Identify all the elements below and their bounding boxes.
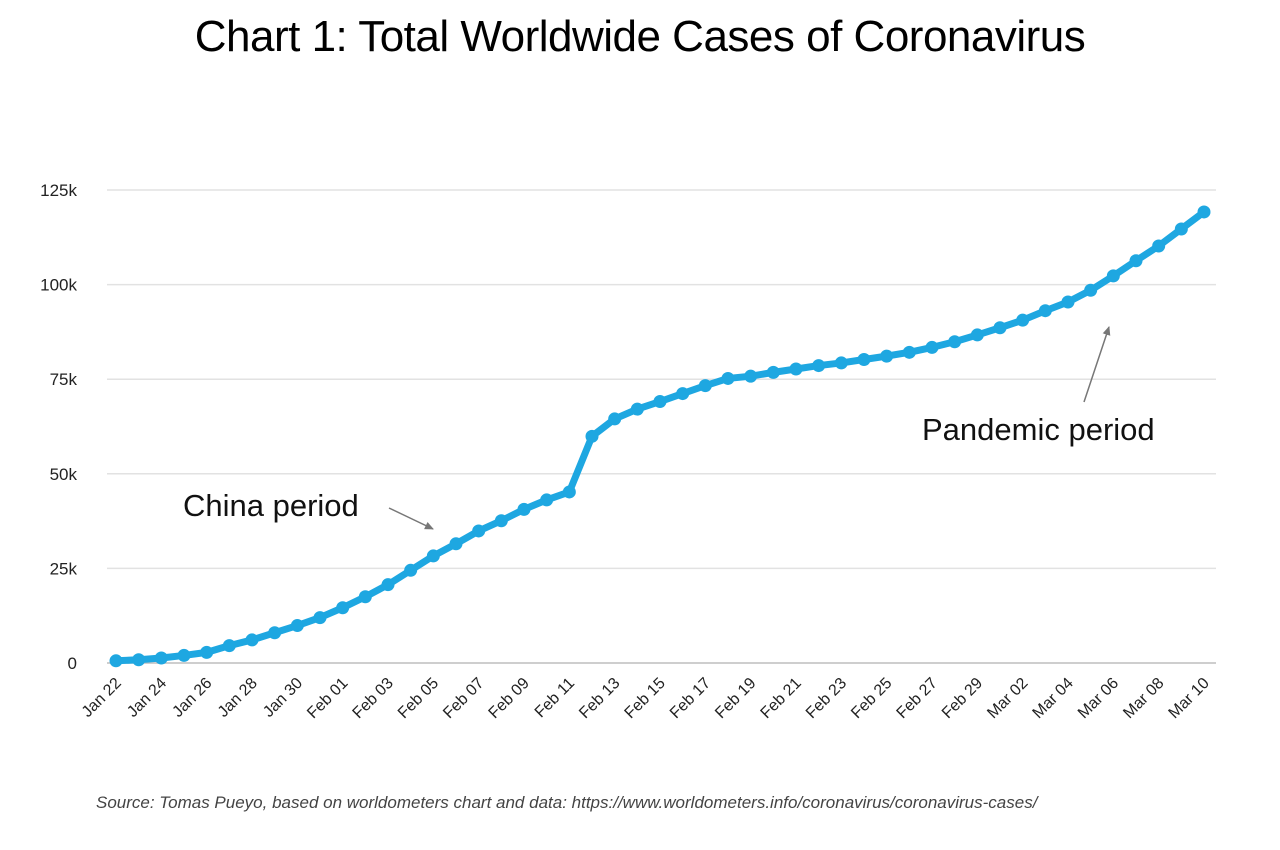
x-tick-label: Feb 05 [395, 675, 442, 722]
x-tick-label: Feb 15 [622, 675, 669, 722]
data-point [268, 626, 282, 640]
x-tick-label: Mar 10 [1166, 675, 1213, 722]
data-point [857, 353, 871, 367]
y-tick-label: 0 [68, 654, 77, 673]
data-point [585, 429, 599, 443]
data-point [494, 514, 508, 528]
x-tick-label: Jan 28 [215, 675, 261, 721]
x-tick-label: Jan 30 [260, 675, 306, 721]
data-point [404, 563, 418, 577]
x-tick-label: Feb 13 [576, 675, 623, 722]
y-tick-label: 25k [50, 559, 78, 578]
data-point [1152, 239, 1166, 253]
y-tick-label: 50k [50, 465, 78, 484]
data-point [109, 654, 123, 668]
annotation-pandemic-period: Pandemic period [922, 412, 1155, 447]
data-point [1038, 304, 1052, 318]
data-point [925, 340, 939, 354]
gridlines [107, 189, 1216, 664]
data-point [744, 369, 758, 383]
data-point [948, 335, 962, 349]
data-point [1129, 254, 1143, 268]
data-point [1016, 313, 1030, 327]
series-cases [109, 205, 1211, 668]
x-tick-label: Mar 04 [1030, 675, 1077, 722]
x-tick-label: Feb 23 [803, 675, 850, 722]
data-point [766, 365, 780, 379]
x-tick-label: Feb 03 [350, 675, 397, 722]
data-point [608, 412, 622, 426]
data-point [902, 345, 916, 359]
data-point [177, 648, 191, 662]
x-tick-label: Feb 29 [939, 675, 986, 722]
x-tick-label: Jan 22 [79, 675, 125, 721]
data-point [698, 379, 712, 393]
annotation-china-period: China period [183, 488, 359, 523]
annotation-arrow-pandemic [1083, 326, 1111, 403]
data-point [812, 359, 826, 373]
data-point [834, 356, 848, 370]
y-tick-label: 75k [50, 370, 78, 389]
x-tick-label: Feb 19 [712, 675, 759, 722]
annotations: China period Pandemic period [183, 326, 1155, 530]
data-point [222, 639, 236, 653]
data-point [1174, 222, 1188, 236]
x-tick-label: Mar 08 [1120, 675, 1167, 722]
data-point [381, 578, 395, 592]
data-point [721, 371, 735, 385]
data-point [880, 349, 894, 363]
x-tick-label: Feb 01 [304, 675, 351, 722]
data-point [1197, 205, 1211, 219]
x-tick-label: Mar 02 [984, 675, 1031, 722]
data-point [517, 502, 531, 516]
data-point [358, 590, 372, 604]
x-tick-label: Feb 21 [758, 675, 805, 722]
x-tick-label: Jan 26 [170, 675, 216, 721]
data-point [653, 395, 667, 409]
data-point [1084, 283, 1098, 297]
data-point [154, 651, 168, 665]
y-tick-label: 100k [40, 276, 77, 295]
data-point [1106, 269, 1120, 283]
data-point [562, 485, 576, 499]
data-point [993, 321, 1007, 335]
annotation-arrow-china [388, 507, 434, 530]
data-point [472, 524, 486, 538]
data-point [676, 387, 690, 401]
data-point [336, 601, 350, 615]
y-axis-ticks: 0 25k 50k 75k 100k 125k [40, 181, 77, 673]
data-point [426, 549, 440, 563]
x-tick-label: Feb 17 [667, 675, 714, 722]
source-note: Source: Tomas Pueyo, based on worldomete… [96, 793, 1038, 812]
x-tick-label: Feb 09 [486, 675, 533, 722]
data-point [132, 653, 146, 667]
x-tick-label: Feb 11 [532, 675, 578, 721]
data-point [1061, 295, 1075, 309]
chart-title: Chart 1: Total Worldwide Cases of Corona… [194, 12, 1086, 61]
data-point [540, 493, 554, 507]
x-tick-label: Jan 24 [124, 675, 170, 721]
data-point [789, 362, 803, 376]
x-tick-label: Feb 27 [894, 675, 941, 722]
data-point [630, 402, 644, 416]
data-point [970, 328, 984, 342]
data-point [200, 645, 214, 659]
data-point [245, 633, 259, 647]
data-point [290, 619, 304, 633]
y-tick-label: 125k [40, 181, 77, 200]
x-tick-label: Feb 25 [848, 675, 895, 722]
x-tick-label: Mar 06 [1075, 675, 1122, 722]
data-point [313, 611, 327, 625]
data-point [449, 537, 463, 551]
x-tick-label: Feb 07 [440, 675, 487, 722]
